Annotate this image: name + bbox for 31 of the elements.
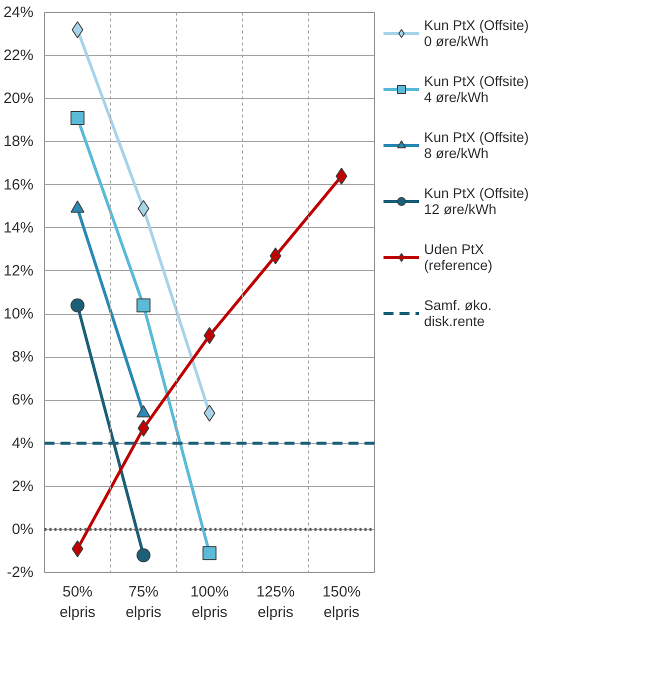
x-tick-label: 150% elpris (322, 584, 361, 621)
point (70, 111, 84, 126)
point (138, 200, 150, 217)
y-tick-label: 20% (3, 90, 34, 108)
y-tick-label: 14% (3, 219, 34, 236)
y-tick-label: 2% (12, 478, 34, 495)
point (136, 298, 150, 312)
point (202, 546, 216, 560)
y-tick-label: 4% (12, 434, 34, 452)
y-tick-label: 12% (3, 262, 34, 280)
legend-label: Uden PtX (reference) (424, 240, 492, 274)
legend-label: Kun PtX (Offsite) 12 øre/kWh (424, 184, 529, 218)
y-tick-label: 10% (3, 306, 34, 323)
legend-label: Kun PtX (Offsite) 4 øre/kWh (424, 72, 529, 106)
x-tick-label: 75% elpris (126, 584, 162, 621)
y-tick-label: 16% (3, 176, 34, 194)
y-tick-label: 24% (3, 4, 34, 21)
x-tick-label: 125% elpris (256, 584, 295, 621)
x-tick-label: 100% elpris (190, 584, 229, 621)
y-tick-label: 18% (3, 133, 34, 150)
y-tick-label: 0% (12, 520, 34, 538)
point (70, 298, 84, 312)
y-tick-label: -2% (6, 564, 34, 581)
y-tick-label: 22% (3, 47, 34, 64)
legend-label: Kun PtX (Offsite) 8 øre/kWh (424, 128, 529, 162)
y-tick-label: 8% (12, 348, 34, 366)
y-tick-label: 6% (12, 392, 34, 409)
x-tick-label: 50% elpris (60, 584, 96, 621)
point (136, 548, 150, 562)
legend-label: Kun PtX (Offsite) 0 øre/kWh (424, 16, 529, 50)
legend-label: Samf. øko. disk.rente (424, 296, 492, 330)
